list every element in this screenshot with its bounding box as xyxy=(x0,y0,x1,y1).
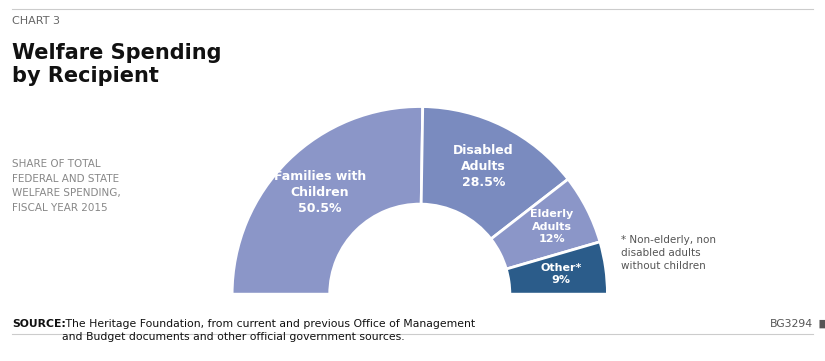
Text: ■ heritage.org: ■ heritage.org xyxy=(815,319,825,330)
Text: BG3294: BG3294 xyxy=(770,319,813,330)
Wedge shape xyxy=(507,242,607,294)
Text: SHARE OF TOTAL
FEDERAL AND STATE
WELFARE SPENDING,
FISCAL YEAR 2015: SHARE OF TOTAL FEDERAL AND STATE WELFARE… xyxy=(12,159,121,213)
Text: SOURCE:: SOURCE: xyxy=(12,319,66,330)
Wedge shape xyxy=(232,106,422,294)
Wedge shape xyxy=(422,106,568,239)
Text: Disabled
Adults
28.5%: Disabled Adults 28.5% xyxy=(453,144,514,189)
Text: Other*
9%: Other* 9% xyxy=(540,263,582,285)
Text: * Non-elderly, non
disabled adults
without children: * Non-elderly, non disabled adults witho… xyxy=(620,235,715,271)
Text: Families with
Children
50.5%: Families with Children 50.5% xyxy=(274,170,365,215)
Text: CHART 3: CHART 3 xyxy=(12,16,60,26)
Text: Elderly
Adults
12%: Elderly Adults 12% xyxy=(530,209,573,244)
Wedge shape xyxy=(491,179,600,269)
Text: The Heritage Foundation, from current and previous Office of Management
and Budg: The Heritage Foundation, from current an… xyxy=(62,319,475,342)
Text: Welfare Spending
by Recipient: Welfare Spending by Recipient xyxy=(12,43,222,86)
